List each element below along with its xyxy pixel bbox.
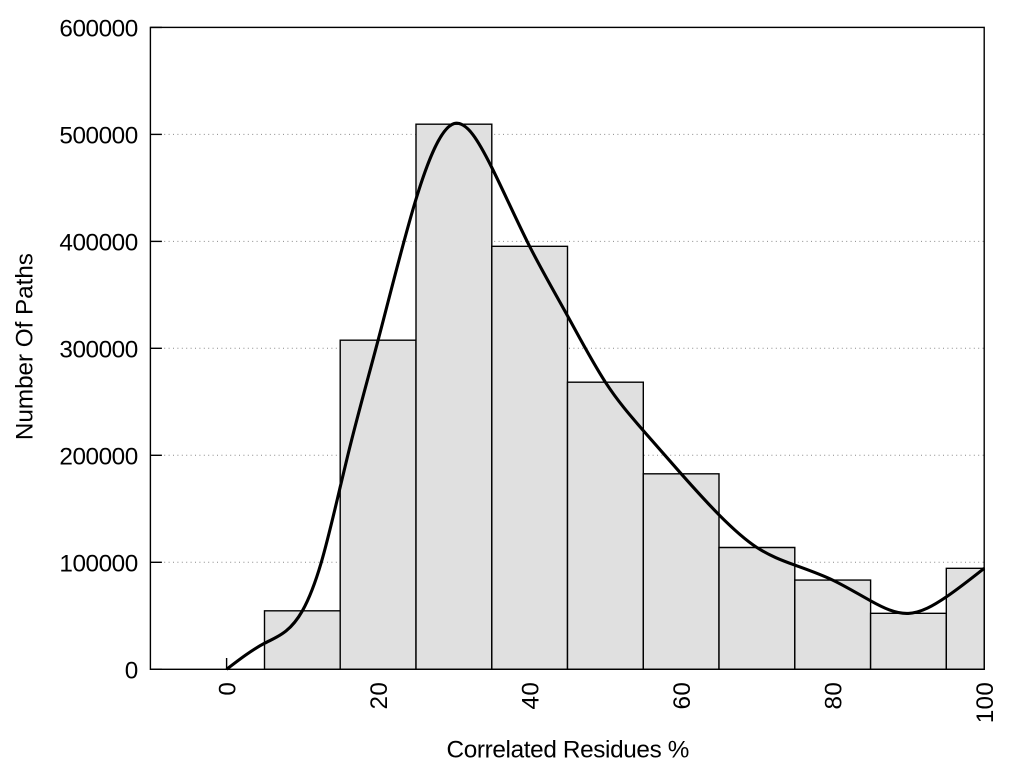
svg-text:60: 60 bbox=[669, 682, 696, 710]
svg-text:500000: 500000 bbox=[59, 123, 137, 150]
svg-text:200000: 200000 bbox=[59, 443, 137, 470]
svg-text:0: 0 bbox=[215, 682, 242, 696]
svg-text:40: 40 bbox=[518, 682, 545, 710]
svg-text:80: 80 bbox=[821, 682, 848, 710]
svg-text:400000: 400000 bbox=[59, 230, 137, 257]
svg-text:0: 0 bbox=[125, 657, 138, 684]
svg-text:20: 20 bbox=[366, 682, 393, 710]
svg-text:Correlated Residues %: Correlated Residues % bbox=[447, 737, 690, 764]
svg-text:600000: 600000 bbox=[59, 16, 137, 43]
svg-text:Number Of Paths: Number Of Paths bbox=[11, 253, 38, 440]
svg-text:100: 100 bbox=[972, 682, 999, 723]
svg-text:100000: 100000 bbox=[59, 550, 137, 577]
svg-text:300000: 300000 bbox=[59, 336, 137, 363]
